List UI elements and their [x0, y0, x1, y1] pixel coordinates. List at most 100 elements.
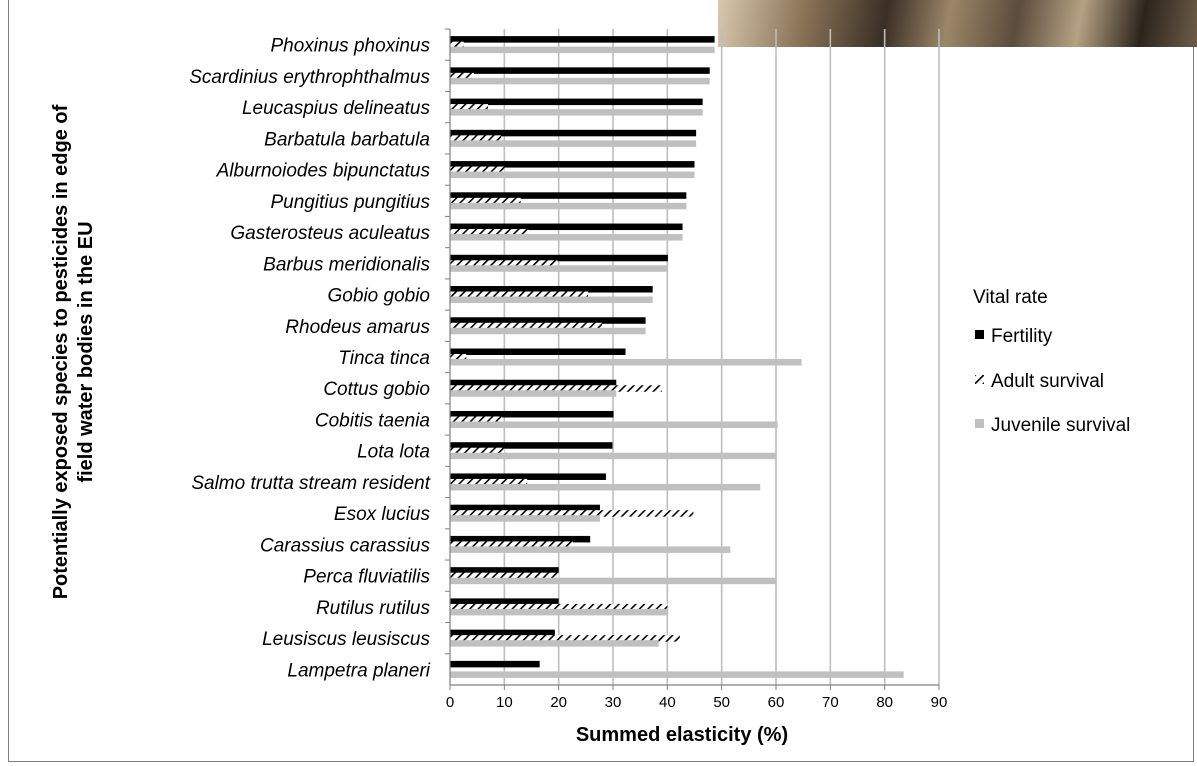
bar-fertility [450, 36, 715, 43]
bar-juvenile-survival [450, 109, 703, 116]
x-tick-label: 80 [876, 694, 893, 711]
legend-label-juvenile-survival: Juvenile survival [991, 415, 1130, 436]
legend-swatch-adult-survival [975, 375, 984, 384]
category-label: Salmo trutta stream resident [191, 473, 430, 494]
category-label: Cottus gobio [323, 379, 430, 400]
bar-fertility [450, 473, 606, 480]
bar-fertility [450, 317, 646, 324]
bar-juvenile-survival [450, 202, 687, 210]
x-axis-title: Summed elasticity (%) [576, 724, 788, 746]
legend-swatch-juvenile-survival [975, 419, 984, 428]
bar-juvenile-survival [450, 452, 777, 460]
bar-adult-survival [450, 135, 502, 142]
bar-fertility [450, 442, 613, 449]
category-label: Lota lota [357, 442, 430, 463]
bar-juvenile-survival [450, 234, 683, 241]
bar-fertility [450, 129, 697, 137]
x-tick-label: 30 [605, 694, 622, 711]
y-axis-title-line-2: field water bodies in the EU [75, 221, 97, 482]
x-tick-label: 90 [931, 694, 948, 711]
bar-fertility [450, 286, 653, 293]
bar-juvenile-survival [450, 546, 731, 553]
category-label: Scardinius erythrophthalmus [189, 67, 430, 88]
axes [445, 28, 940, 690]
category-label: Barbus meridionalis [263, 254, 430, 275]
legend-label-fertility: Fertility [991, 326, 1053, 347]
bar-fertility [450, 348, 626, 355]
bar-adult-survival [450, 229, 529, 236]
bar-adult-survival [450, 41, 464, 49]
bar-juvenile-survival [450, 46, 715, 54]
bar-juvenile-survival [450, 171, 695, 179]
bar-adult-survival [450, 291, 589, 299]
x-tick-label: 70 [822, 694, 839, 711]
bar-adult-survival [450, 197, 521, 205]
category-label: Tinca tinca [338, 348, 430, 369]
category-label: Pungitius pungitius [271, 192, 431, 213]
bar-fertility [450, 660, 540, 668]
bar-juvenile-survival [450, 671, 904, 678]
bar-fertility [450, 379, 617, 387]
bar-adult-survival [450, 635, 680, 642]
bar-juvenile-survival [450, 390, 617, 397]
bar-adult-survival [450, 72, 474, 80]
bar-fertility [450, 67, 710, 74]
category-label: Esox lucius [334, 504, 431, 525]
category-label: Leucaspius delineatus [242, 98, 431, 119]
bar-adult-survival [450, 354, 467, 361]
category-label: Rhodeus amarus [285, 317, 430, 338]
category-label: Rutilus rutilus [316, 598, 431, 619]
bar-fertility [450, 161, 695, 168]
bar-fertility [450, 598, 559, 605]
bar-adult-survival [450, 541, 573, 548]
bar-adult-survival [450, 416, 503, 423]
category-label: Barbatula barbatula [264, 129, 430, 150]
bar-juvenile-survival [450, 140, 697, 147]
bar-adult-survival [450, 104, 489, 111]
bar-juvenile-survival [450, 483, 761, 491]
gridlines [503, 29, 940, 685]
bar-juvenile-survival [450, 608, 668, 616]
bar-fertility [450, 567, 559, 574]
bar-adult-survival [450, 447, 505, 455]
bar-adult-survival [450, 166, 505, 174]
bar-adult-survival [450, 478, 528, 486]
bar-fertility [450, 192, 687, 199]
x-tick-labels: 0 10 20 30 40 50 60 70 80 90 [446, 694, 948, 711]
x-tick-label: 10 [496, 694, 513, 711]
legend-title: Vital rate [973, 287, 1048, 308]
bar-juvenile-survival [450, 77, 710, 85]
bar-adult-survival [450, 603, 668, 611]
category-label: Alburnoiodes bipunctatus [216, 161, 431, 182]
bar-adult-survival [450, 572, 559, 580]
background-photo-strip [718, 0, 1197, 47]
category-label: Gobio gobio [328, 286, 430, 307]
bar-juvenile-survival [450, 327, 646, 335]
legend-label-adult-survival: Adult survival [991, 371, 1104, 392]
bar-juvenile-survival [450, 577, 776, 585]
category-label: Lampetra planeri [287, 660, 430, 681]
category-label: Phoxinus phoxinus [271, 36, 431, 57]
x-tick-label: 20 [550, 694, 567, 711]
legend: Vital rate Fertility Adult survival Juve… [973, 287, 1130, 436]
bar-juvenile-survival [450, 265, 668, 272]
x-tick-label: 50 [713, 694, 730, 711]
bar-juvenile-survival [450, 640, 659, 647]
bar-fertility [450, 410, 614, 418]
bar-juvenile-survival [450, 421, 778, 428]
bar-juvenile-survival [450, 515, 600, 522]
category-label: Leusiscus leusiscus [262, 629, 430, 650]
x-tick-label: 0 [446, 694, 454, 711]
bar-adult-survival [450, 260, 558, 267]
bar-adult-survival [450, 385, 662, 392]
bar-fertility [450, 98, 703, 106]
bar-fertility [450, 223, 683, 231]
category-label: Gasterosteus aculeatus [230, 223, 430, 244]
x-tick-label: 40 [659, 694, 676, 711]
bar-fertility [450, 535, 591, 543]
bar-adult-survival [450, 510, 694, 517]
bar-adult-survival [450, 322, 603, 330]
bar-fertility [450, 504, 600, 512]
category-label: Perca fluviatilis [303, 567, 430, 588]
bar-fertility [450, 254, 668, 262]
